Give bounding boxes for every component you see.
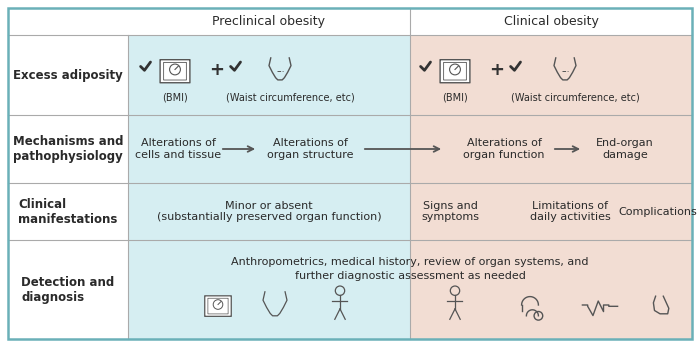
Text: Anthropometrics, medical history, review of organ systems, and: Anthropometrics, medical history, review… (231, 257, 589, 267)
Text: Limitations of
daily activities: Limitations of daily activities (530, 201, 610, 222)
Text: Alterations of
organ structure: Alterations of organ structure (267, 138, 354, 160)
Text: Mechanisms and
pathophysiology: Mechanisms and pathophysiology (13, 135, 123, 163)
Text: Clinical
manifestations: Clinical manifestations (18, 197, 118, 226)
Text: (BMI): (BMI) (442, 92, 468, 102)
Text: Alterations of
organ function: Alterations of organ function (463, 138, 545, 160)
FancyBboxPatch shape (440, 60, 470, 83)
Text: (BMI): (BMI) (162, 92, 188, 102)
Text: further diagnostic assessment as needed: further diagnostic assessment as needed (295, 271, 526, 281)
Text: Excess adiposity: Excess adiposity (13, 68, 123, 82)
Text: Signs and
symptoms: Signs and symptoms (421, 201, 479, 222)
Text: +: + (489, 61, 505, 79)
Bar (410, 35, 692, 339)
Text: (Waist circumference, etc): (Waist circumference, etc) (510, 92, 639, 102)
Text: Detection and
diagnosis: Detection and diagnosis (22, 276, 115, 304)
Bar (128, 35, 410, 339)
FancyBboxPatch shape (204, 296, 231, 316)
Text: +: + (209, 61, 225, 79)
Text: Complications: Complications (619, 206, 697, 217)
Text: Preclinical obesity: Preclinical obesity (213, 15, 326, 28)
Text: (Waist circumference, etc): (Waist circumference, etc) (225, 92, 354, 102)
Text: End-organ
damage: End-organ damage (596, 138, 654, 160)
Text: Minor or absent
(substantially preserved organ function): Minor or absent (substantially preserved… (157, 201, 382, 222)
Text: Clinical obesity: Clinical obesity (503, 15, 598, 28)
Text: Alterations of
cells and tissue: Alterations of cells and tissue (135, 138, 221, 160)
FancyBboxPatch shape (160, 60, 190, 83)
